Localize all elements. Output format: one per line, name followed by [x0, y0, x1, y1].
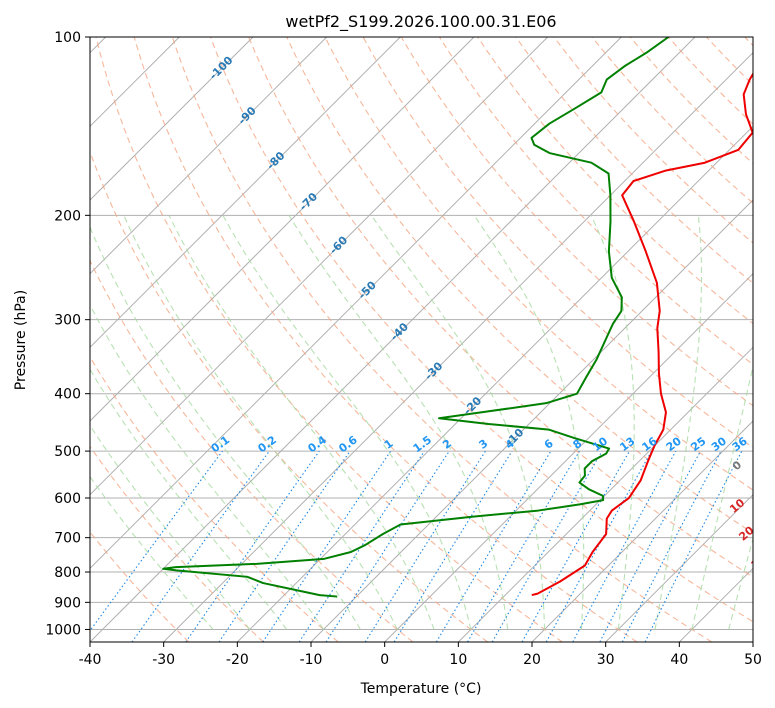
y-tick-label: 100 — [54, 30, 81, 46]
dry-adiabat-40 — [171, 37, 713, 642]
x-tick-label: 0 — [380, 652, 389, 668]
x-axis: -40 -30 -20 -10 0 10 20 30 40 50 — [79, 642, 762, 668]
mixing-ratio-line — [364, 450, 486, 642]
dry-adiabat-0 — [90, 259, 414, 642]
mixing-ratio-line — [185, 450, 320, 642]
isotherm--80 — [90, 37, 401, 349]
y-tick-label: 200 — [54, 208, 81, 224]
dry-adiabat-80 — [324, 37, 753, 491]
isotherm--30 — [163, 51, 753, 642]
moist-adiabat--10 — [90, 303, 325, 630]
dry-adiabat-60 — [248, 37, 753, 578]
mixing-ratio-line — [491, 450, 603, 642]
isotherm-20 — [531, 420, 753, 642]
profiles — [162, 37, 753, 598]
moist-adiabats — [90, 215, 753, 630]
gridlines — [90, 37, 753, 642]
plot-frame — [89, 36, 754, 643]
moist-adiabat-0 — [123, 215, 398, 630]
mixing-ratio-line — [545, 450, 653, 642]
isotherm--20 — [236, 125, 753, 642]
y-tick-label: 1000 — [45, 622, 81, 638]
x-tick-label: 30 — [597, 652, 615, 668]
y-tick-label: 600 — [54, 491, 81, 507]
mixing-ratio-line — [393, 450, 513, 642]
temperature-line — [531, 71, 753, 597]
y-axis: 100 200 300 400 500 600 700 800 900 1000 — [45, 30, 90, 638]
x-tick-label: -40 — [79, 652, 102, 668]
x-tick-label: -10 — [300, 652, 323, 668]
y-tick-label: 500 — [54, 444, 81, 460]
dry-adiabat-120 — [477, 37, 753, 325]
mixing-ratio-line — [467, 450, 580, 642]
dry-adiabat-30 — [133, 37, 638, 642]
dry-adiabat-50 — [209, 37, 753, 623]
moist-adiabat-35 — [654, 215, 703, 630]
y-tick-label: 900 — [54, 595, 81, 611]
moist-adiabat-20 — [370, 215, 546, 630]
dry-adiabats — [90, 37, 753, 642]
isotherm--50 — [90, 37, 622, 570]
moist-adiabat-40 — [691, 363, 753, 630]
mixing-ratio-line — [325, 450, 450, 642]
isotherm--40 — [90, 37, 696, 642]
x-tick-label: -20 — [226, 652, 249, 668]
dewpoint-line — [162, 37, 670, 598]
x-tick-label: 20 — [523, 652, 541, 668]
mixing-ratio-line — [572, 450, 677, 642]
dry-adiabat-100 — [400, 37, 753, 407]
isotherm--100 — [90, 37, 254, 201]
moist-adiabat-10 — [222, 215, 472, 630]
dry-adiabat-160 — [629, 37, 753, 165]
y-tick-label: 300 — [54, 313, 81, 329]
moist-adiabat--20 — [90, 424, 251, 630]
dry-adiabat-label: 30 — [749, 552, 769, 572]
x-tick-label: 10 — [449, 652, 467, 668]
mixing-ratio-line — [521, 450, 630, 642]
mixing-ratio-line — [435, 450, 552, 642]
dry-adiabat--20 — [90, 445, 264, 642]
dry-adiabat-90 — [362, 37, 753, 449]
isotherm-10 — [457, 346, 753, 642]
x-tick-label: 50 — [744, 652, 762, 668]
isotherm--90 — [90, 37, 328, 275]
dry-adiabat-150 — [591, 37, 753, 204]
moist-adiabat-25 — [473, 215, 585, 630]
dry-adiabat-20 — [95, 37, 563, 642]
mixing-ratio-lines — [90, 450, 743, 642]
moist-adiabat-15 — [288, 215, 509, 630]
moist-adiabat-30 — [590, 215, 635, 630]
isotherm--70 — [90, 37, 475, 422]
chart-title: wetPf2_S199.2026.100.00.31.E06 — [285, 12, 556, 32]
isotherm-0 — [384, 272, 753, 642]
x-axis-label: Temperature (°C) — [360, 681, 482, 697]
isotherm--60 — [90, 37, 549, 496]
x-tick-label: 40 — [670, 652, 688, 668]
mixing-ratio-line — [90, 450, 223, 632]
mixing-ratio-line — [218, 450, 351, 642]
dry-adiabat-130 — [515, 37, 753, 284]
moist-adiabat--5 — [90, 225, 361, 630]
y-axis-label: Pressure (hPa) — [13, 290, 29, 390]
y-tick-label: 800 — [54, 565, 81, 581]
x-tick-label: -30 — [152, 652, 175, 668]
mixing-ratio-line — [131, 450, 270, 642]
y-tick-label: 400 — [54, 387, 81, 403]
y-tick-label: 700 — [54, 531, 81, 547]
isotherm-30 — [605, 493, 753, 642]
